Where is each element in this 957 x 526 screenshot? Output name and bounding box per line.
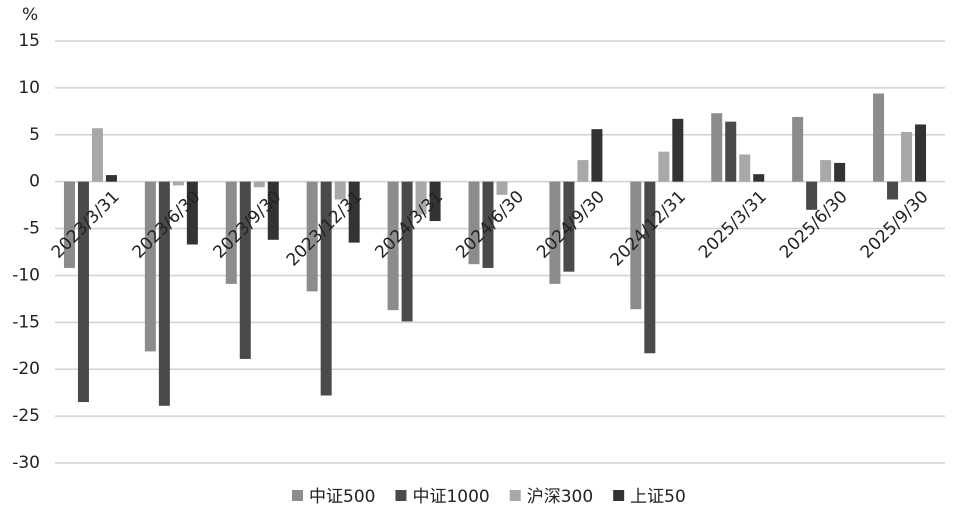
y-tick-label: -25: [12, 406, 40, 426]
bar: [591, 129, 603, 182]
bar: [172, 181, 184, 186]
y-tick-label: -15: [12, 312, 40, 332]
bar: [334, 181, 346, 200]
bar: [496, 181, 508, 195]
bar: [225, 181, 237, 284]
bar: [820, 160, 832, 182]
y-unit: %: [22, 5, 38, 25]
y-tick-label: -10: [12, 265, 40, 285]
bar: [901, 131, 913, 182]
bar: [267, 181, 279, 240]
bar: [658, 151, 670, 182]
bar: [563, 181, 575, 272]
y-tick-label: -30: [12, 453, 40, 473]
bar: [306, 181, 318, 292]
y-tick-label: -20: [12, 359, 40, 379]
bar: [77, 181, 89, 403]
bar: [253, 181, 265, 188]
legend-label: 上证50: [630, 487, 686, 507]
bar: [468, 181, 480, 265]
bar: [672, 118, 684, 182]
legend-swatch: [292, 490, 303, 501]
legend-label: 中证500: [309, 487, 375, 507]
x-tick-label: 2025/3/31: [695, 187, 771, 263]
bar: [320, 181, 332, 396]
bar: [91, 128, 103, 182]
legend-label: 中证1000: [412, 487, 489, 507]
y-tick-label: 0: [29, 172, 40, 192]
bar: [834, 162, 846, 182]
bar: [792, 116, 804, 182]
y-tick-label: -5: [23, 219, 40, 239]
bar: [711, 113, 723, 182]
bar: [739, 154, 751, 182]
bar: [915, 124, 927, 182]
legend-swatch: [509, 490, 521, 501]
bar: [429, 181, 441, 222]
bar: [239, 181, 251, 359]
bar: [753, 174, 765, 182]
bar: [577, 160, 589, 182]
bar: [186, 181, 198, 245]
bar: [873, 93, 885, 182]
bar: [725, 121, 737, 182]
bar: [482, 181, 494, 268]
bar: [144, 181, 156, 352]
bar: [105, 175, 117, 182]
bar: [63, 181, 75, 268]
bar: [415, 181, 427, 215]
bar: [158, 181, 170, 406]
bar: [630, 181, 642, 310]
bar: [887, 181, 899, 200]
y-tick-label: 10: [18, 78, 40, 98]
legend-swatch: [395, 490, 407, 501]
bar: [348, 181, 360, 243]
y-tick-label: 15: [18, 31, 40, 51]
bar: [401, 181, 413, 322]
bar: [549, 181, 561, 284]
legend-label: 沪深300: [527, 487, 593, 507]
legend-swatch: [613, 490, 625, 501]
bar: [387, 181, 399, 311]
y-tick-label: 5: [29, 125, 40, 145]
bar: [806, 181, 818, 210]
bar: [644, 181, 656, 354]
